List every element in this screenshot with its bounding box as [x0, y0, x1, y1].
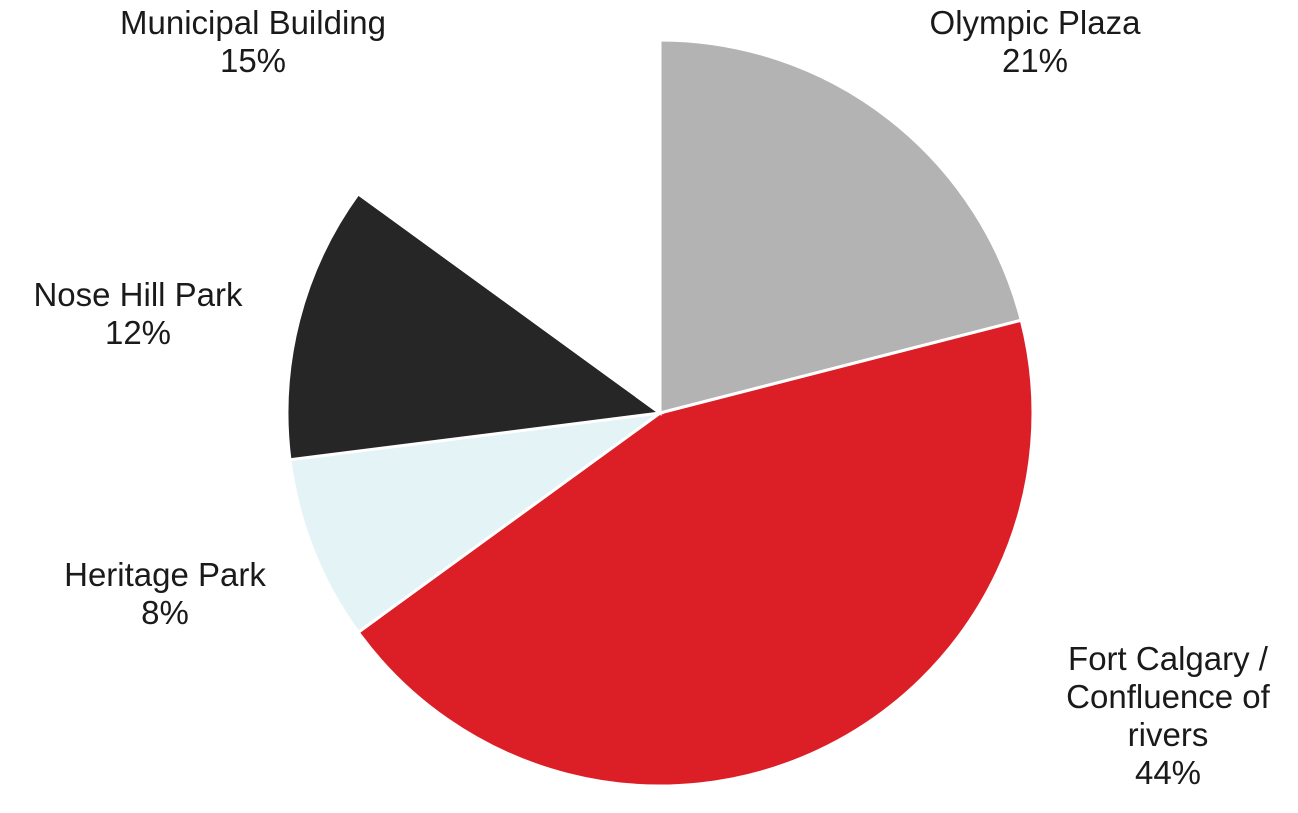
label-nose-hill-park: Nose Hill Park 12%	[33, 276, 242, 352]
slice-name: Heritage Park	[64, 556, 266, 593]
pie-slice-fort-calgary-confluence-of-rivers	[356, 318, 1035, 788]
label-fort-calgary: Fort Calgary / Confluence of rivers 44%	[1043, 640, 1293, 792]
pie-slice-municipal-building	[356, 38, 662, 416]
slice-percent: 12%	[104, 314, 172, 351]
slice-name: Nose Hill Park	[33, 276, 243, 313]
slice-name: Municipal Building	[120, 4, 386, 41]
slice-name: Olympic Plaza	[929, 4, 1141, 41]
pie-slice-heritage-park	[288, 411, 661, 635]
slice-percent: 8%	[141, 594, 189, 631]
pie-slice-nose-hill-park	[285, 191, 664, 462]
slice-percent: 21%	[1001, 42, 1069, 79]
slice-percent: 44%	[1134, 754, 1202, 791]
label-municipal-building: Municipal Building 15%	[120, 4, 386, 80]
label-heritage-park: Heritage Park 8%	[64, 556, 266, 632]
slice-percent: 15%	[219, 42, 287, 79]
slice-name: Fort Calgary / Confluence of rivers	[1066, 640, 1270, 753]
label-olympic-plaza: Olympic Plaza 21%	[930, 4, 1141, 80]
pie-slice-olympic-plaza	[658, 38, 1024, 415]
